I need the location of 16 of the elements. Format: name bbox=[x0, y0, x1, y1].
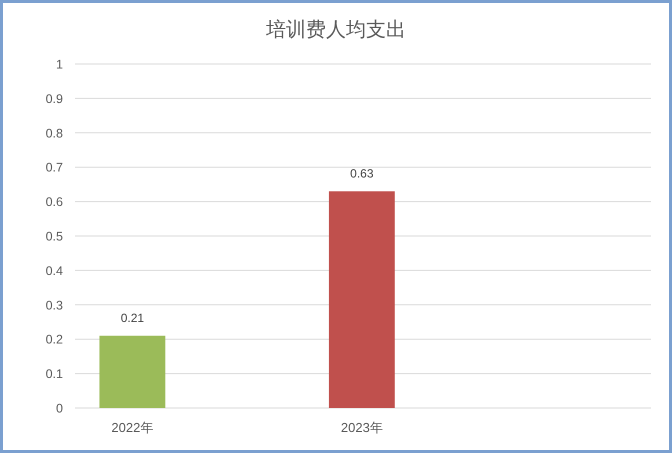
chart-title: 培训费人均支出 bbox=[265, 19, 406, 41]
y-tick-label: 0.4 bbox=[46, 264, 64, 278]
y-tick-label: 0.9 bbox=[46, 92, 64, 106]
data-label: 0.21 bbox=[120, 310, 144, 325]
x-tick-label: 2022年 bbox=[111, 420, 154, 435]
y-tick-label: 0.5 bbox=[46, 230, 64, 244]
y-tick-label: 0.1 bbox=[46, 367, 64, 382]
y-tick-label: 0.7 bbox=[46, 160, 64, 175]
y-tick-label: 0.6 bbox=[46, 195, 64, 210]
y-tick-label: 0.3 bbox=[46, 298, 64, 312]
y-tick-label: 0 bbox=[56, 402, 64, 416]
x-tick-label: 2023年 bbox=[340, 420, 383, 435]
y-tick-label: 1 bbox=[56, 58, 64, 72]
y-tick-label: 0.2 bbox=[46, 332, 64, 347]
data-label: 0.63 bbox=[350, 166, 374, 180]
y-tick-label: 0.8 bbox=[46, 126, 64, 140]
